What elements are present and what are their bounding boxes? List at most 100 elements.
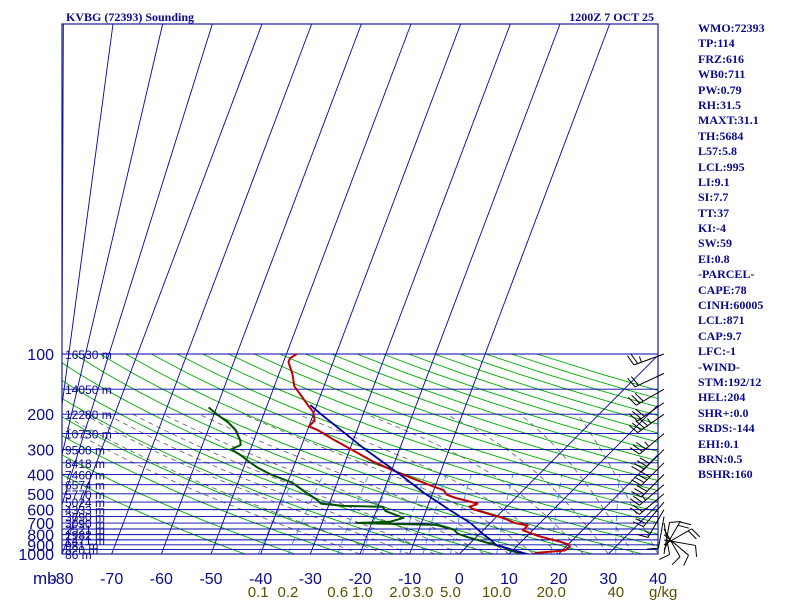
temperature-label: -10 (398, 571, 421, 588)
index-item: BSHR:160 (698, 467, 753, 482)
chart-title: KVBG (72393) Sounding (66, 10, 194, 24)
height-label: 10730 m (65, 428, 112, 442)
wind-barb-staff (637, 402, 665, 422)
index-item: -PARCEL- (698, 267, 755, 282)
wind-barb-flag (635, 442, 646, 450)
wind-barb-half (638, 356, 642, 363)
index-item: SHR+:0.0 (698, 405, 749, 420)
temperature-label: -50 (199, 571, 222, 588)
isotherm (160, 23, 362, 555)
wind-barb-staff (639, 433, 665, 455)
index-item: CAPE:78 (698, 282, 747, 297)
wind-barb-flag (632, 444, 643, 452)
mixing-ratio-label: 5.0 (440, 584, 461, 600)
wind-barb-flag (634, 488, 645, 495)
mixing-ratio-lines (257, 474, 621, 554)
wind-barb-staff (663, 522, 671, 555)
index-item: KI:-4 (698, 221, 726, 236)
sounding-time: 1200Z 7 OCT 25 (569, 10, 654, 24)
wind-barb-staff (639, 484, 665, 506)
wind-barb-flag (635, 518, 647, 524)
parcel-trace (309, 404, 531, 554)
index-item: BRN:0.5 (698, 451, 743, 466)
wind-barb-half (641, 495, 646, 501)
wind-barb (663, 528, 701, 546)
index-item: CAP:9.7 (698, 328, 742, 343)
height-label: 86 m (65, 548, 92, 562)
moist-adiabat (577, 413, 658, 554)
height-label: 2521 m (65, 523, 105, 537)
isotherm (61, 23, 164, 455)
pressure-label: 600 (27, 503, 54, 520)
wind-barb-staff (634, 372, 665, 388)
mixing-ratio-line (450, 474, 472, 554)
pressure-label: 1000 (18, 547, 54, 564)
wind-barb-flag (631, 410, 642, 420)
wind-barb-flag (627, 377, 636, 388)
wind-barb-staff (643, 501, 665, 527)
isotherm (309, 23, 511, 555)
wind-barb-flag (636, 533, 649, 538)
wind-barb-flag (635, 420, 645, 429)
wind-barb-flag (627, 396, 637, 406)
wind-barb (631, 474, 665, 498)
index-item: STM:192/12 (698, 374, 762, 389)
sounding-indices: WMO:72393 TP:114 FRZ:616 WB0:711 PW:0.79 RH:3… (698, 21, 765, 483)
index-item: SRDS:-144 (698, 421, 755, 436)
height-label: 3690 m (65, 511, 105, 525)
mixing-ratio-label: 10.0 (482, 584, 511, 600)
isotherm (61, 23, 213, 505)
wind-barb-half (644, 530, 651, 535)
mixing-ratio-label: 2.0 (389, 584, 410, 600)
mixing-ratio-label: 0.1 (248, 584, 269, 600)
height-label: 5024 m (65, 496, 105, 510)
wind-barb-flag (629, 447, 640, 455)
wind-barb-flag (691, 528, 701, 538)
wind-barb-staff (637, 413, 665, 433)
temperature-label: -60 (150, 571, 173, 588)
index-item: SW:59 (698, 236, 733, 251)
index-item: TH:5684 (698, 128, 744, 143)
index-item: TP:114 (698, 36, 735, 51)
wind-barb-flag (636, 460, 648, 467)
wind-barb-flag (669, 520, 681, 523)
isotherms (61, 23, 659, 555)
wind-barb-flag (631, 422, 642, 431)
wind-barb-flag (629, 507, 640, 515)
wind-barb (629, 484, 665, 506)
isotherm (61, 23, 114, 406)
index-item: WMO:72393 (698, 21, 765, 35)
height-label: 8418 m (65, 457, 105, 471)
mixing-ratio-label: 20.0 (537, 584, 566, 600)
height-label: 5770 m (65, 488, 105, 502)
temperature-label: -40 (249, 571, 272, 588)
index-item: L57:5.8 (698, 144, 737, 159)
wind-barb (627, 372, 665, 388)
wind-barb-staff (641, 449, 665, 473)
wind-barb-flag (632, 504, 643, 513)
index-item: LFC:-1 (698, 344, 736, 359)
isotherm (459, 355, 659, 555)
wind-barb-staff (639, 493, 665, 515)
moist-adiabat (242, 413, 535, 554)
wind-barb (663, 534, 689, 566)
temperature-axis-labels: -80 -70 -60 -50 -40 -30 -20 -10 0 10 20 30 40 (50, 571, 667, 588)
wind-barb-flag (631, 394, 641, 404)
index-item: LCL:871 (698, 313, 745, 328)
wind-barb-staff (647, 509, 665, 538)
wind-barb-flag (683, 554, 689, 566)
wind-barb (627, 388, 665, 406)
wind-barb-flag (635, 408, 645, 417)
wind-barb (632, 501, 665, 528)
moist-adiabat (519, 413, 634, 554)
wind-barb-flag (628, 413, 639, 422)
wind-barb-flag (631, 479, 642, 486)
moist-adiabat (62, 413, 385, 554)
temperature-label: -80 (50, 571, 73, 588)
wind-barb (631, 449, 665, 473)
wind-barb-flag (634, 392, 644, 402)
index-item: -WIND- (698, 359, 740, 374)
wind-barb (663, 521, 692, 550)
moist-adiabat (445, 413, 609, 554)
pressure-label: 300 (27, 442, 54, 459)
